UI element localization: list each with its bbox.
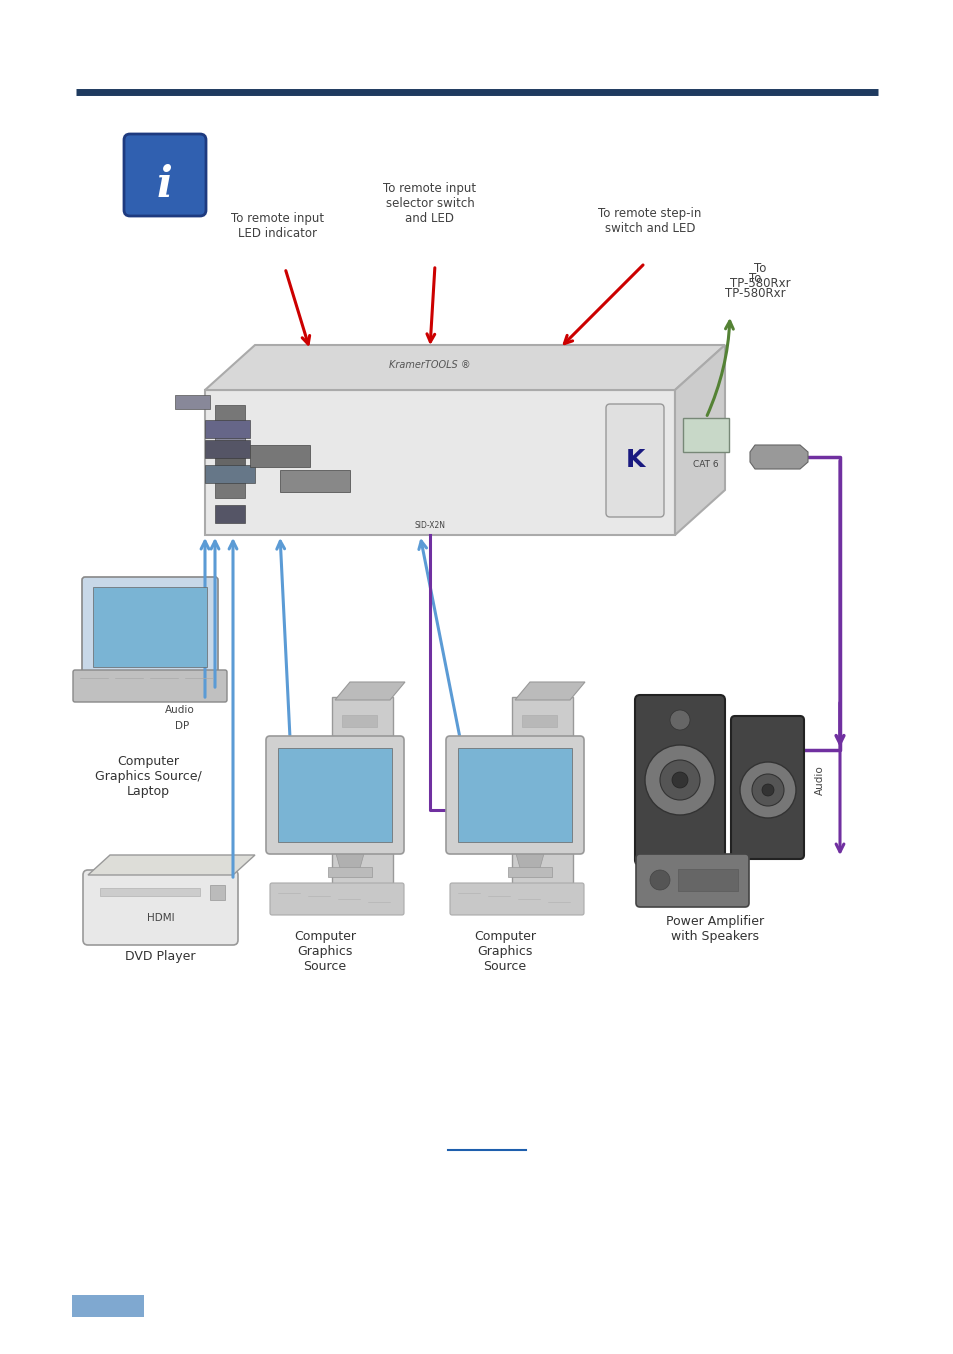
Bar	[205, 440, 250, 458]
Bar	[92, 588, 207, 668]
Bar	[210, 886, 225, 900]
Text: DP: DP	[174, 720, 189, 731]
FancyBboxPatch shape	[682, 418, 728, 452]
Text: Power Amplifier
with Speakers: Power Amplifier with Speakers	[665, 915, 763, 942]
Circle shape	[649, 871, 669, 890]
Bar	[214, 455, 245, 473]
Circle shape	[644, 745, 714, 815]
FancyBboxPatch shape	[635, 695, 724, 865]
Bar	[100, 888, 200, 896]
Text: Audio: Audio	[165, 705, 194, 715]
FancyBboxPatch shape	[730, 716, 803, 858]
Circle shape	[761, 784, 773, 796]
Text: K: K	[624, 448, 644, 473]
Bar	[205, 420, 250, 437]
Polygon shape	[515, 682, 584, 700]
Polygon shape	[515, 850, 544, 868]
Polygon shape	[675, 345, 724, 535]
Text: UXGA: UXGA	[455, 760, 484, 770]
Bar	[250, 445, 310, 467]
Text: KramerTOOLS ®: KramerTOOLS ®	[389, 360, 471, 370]
FancyBboxPatch shape	[83, 871, 237, 945]
Bar	[521, 765, 557, 777]
Bar	[214, 405, 245, 422]
Text: Computer
Graphics
Source: Computer Graphics Source	[294, 930, 355, 974]
Text: To
TP-580Rxr: To TP-580Rxr	[724, 272, 784, 301]
Text: To remote input
selector switch
and LED: To remote input selector switch and LED	[383, 181, 476, 225]
Bar	[214, 505, 245, 523]
Polygon shape	[205, 345, 724, 390]
Circle shape	[671, 772, 687, 788]
FancyBboxPatch shape	[270, 883, 403, 915]
FancyBboxPatch shape	[73, 670, 227, 701]
Polygon shape	[335, 682, 405, 700]
Bar	[71, 1294, 144, 1317]
Bar	[341, 715, 376, 727]
FancyBboxPatch shape	[605, 403, 663, 517]
Polygon shape	[749, 445, 807, 468]
Bar	[457, 747, 572, 842]
Bar	[341, 765, 376, 777]
Text: HDMI: HDMI	[147, 913, 174, 923]
Polygon shape	[335, 850, 365, 868]
FancyBboxPatch shape	[124, 134, 206, 217]
Bar	[205, 464, 254, 483]
Text: i: i	[157, 164, 172, 206]
Text: Computer
Graphics
Source: Computer Graphics Source	[474, 930, 536, 974]
Circle shape	[740, 762, 795, 818]
Bar	[280, 470, 350, 492]
Text: To remote input
LED indicator: To remote input LED indicator	[232, 213, 324, 240]
Text: Audio: Audio	[814, 765, 824, 795]
FancyBboxPatch shape	[266, 737, 403, 854]
Bar	[521, 741, 557, 751]
Polygon shape	[88, 854, 254, 875]
FancyBboxPatch shape	[446, 737, 583, 854]
Bar	[214, 431, 245, 448]
Circle shape	[659, 760, 700, 800]
Text: To
TP-580Rxr: To TP-580Rxr	[729, 263, 789, 290]
Bar	[507, 867, 552, 877]
Text: DVD Player: DVD Player	[125, 951, 195, 963]
Bar	[328, 867, 372, 877]
Circle shape	[751, 774, 783, 806]
Circle shape	[669, 709, 689, 730]
Bar	[205, 390, 675, 535]
Text: CAT 6: CAT 6	[693, 460, 718, 468]
Bar	[277, 747, 392, 842]
Bar	[521, 715, 557, 727]
FancyBboxPatch shape	[450, 883, 583, 915]
Text: Computer
Graphics Source/
Laptop: Computer Graphics Source/ Laptop	[94, 756, 201, 798]
Text: SID-X2N: SID-X2N	[414, 520, 445, 529]
Bar	[341, 741, 376, 751]
Text: DVI: DVI	[274, 760, 293, 770]
Text: To remote step-in
switch and LED: To remote step-in switch and LED	[598, 207, 701, 236]
FancyBboxPatch shape	[82, 577, 218, 678]
FancyBboxPatch shape	[332, 697, 393, 888]
Bar	[678, 869, 738, 891]
Bar	[174, 395, 210, 409]
Bar	[214, 481, 245, 498]
FancyBboxPatch shape	[636, 854, 748, 907]
FancyBboxPatch shape	[512, 697, 573, 888]
